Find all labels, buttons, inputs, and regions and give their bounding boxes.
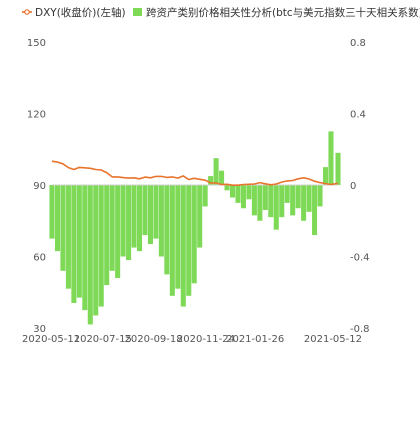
correlation-bar [268, 185, 274, 218]
correlation-bar [301, 185, 307, 221]
correlation-bar [284, 185, 290, 203]
right-axis-tick-label: -0.4 [350, 253, 370, 264]
correlation-bar [109, 185, 115, 271]
correlation-bar [322, 167, 329, 185]
correlation-bar [153, 185, 159, 239]
correlation-bar [136, 185, 143, 252]
legend: DXY(收盘价)(左轴) 跨资产类别价格相关性分析(btc与美元指数三十天相关系… [22, 6, 420, 19]
correlation-bar [328, 131, 334, 185]
correlation-bar [87, 185, 93, 325]
legend-bar-label: 跨资产类别价格相关性分析(btc与美元指数三十天相关系数)(右轴) [146, 6, 420, 19]
correlation-bar [142, 185, 148, 236]
correlation-bar [65, 185, 71, 289]
correlation-bar [147, 185, 153, 244]
correlation-bar [240, 185, 246, 209]
right-axis: -0.8 -0.4 0 0.4 0.8 [350, 38, 370, 335]
right-axis-tick-label: -0.8 [350, 324, 370, 335]
legend-item-line[interactable]: DXY(收盘价)(左轴) [22, 6, 126, 19]
correlation-bar [246, 185, 252, 200]
correlation-bar [164, 185, 170, 275]
legend-line-marker [24, 9, 30, 15]
correlation-bar [180, 185, 186, 307]
right-axis-tick-label: 0.8 [350, 38, 366, 49]
correlation-bar [175, 185, 181, 289]
correlation-bar [131, 185, 137, 248]
bar-series [49, 131, 341, 325]
left-axis-tick-label: 60 [33, 253, 46, 264]
correlation-bar [273, 185, 279, 230]
correlation-bar [49, 185, 55, 239]
correlation-bar [120, 185, 126, 257]
correlation-bar [169, 185, 175, 296]
correlation-bar [71, 185, 77, 303]
correlation-bar [93, 185, 99, 316]
correlation-bar [186, 185, 192, 296]
x-axis-tick-label: 2020-11-24 [177, 334, 235, 345]
correlation-bar [202, 185, 208, 207]
left-axis: 30 60 90 120 150 [27, 38, 46, 335]
correlation-bar [54, 185, 60, 252]
correlation-bar [208, 176, 214, 185]
correlation-bar [158, 185, 164, 257]
correlation-bar [312, 185, 318, 236]
left-axis-tick-label: 90 [33, 181, 46, 192]
correlation-bar [82, 185, 88, 311]
correlation-bar [257, 185, 263, 221]
correlation-bar [224, 185, 230, 191]
correlation-bar [295, 185, 301, 209]
correlation-bar [251, 185, 257, 216]
right-axis-tick-label: 0 [350, 181, 356, 192]
correlation-bar [279, 185, 285, 218]
right-axis-tick-label: 0.4 [350, 110, 366, 121]
correlation-bar [60, 185, 66, 271]
correlation-bar [98, 185, 104, 307]
correlation-bar [235, 185, 241, 203]
left-axis-tick-label: 120 [27, 110, 46, 121]
x-axis: 2020-05-112020-07-152020-09-182020-11-24… [22, 334, 362, 345]
legend-line-label: DXY(收盘价)(左轴) [35, 6, 126, 19]
legend-bar-swatch [133, 8, 142, 16]
left-axis-tick-label: 150 [27, 38, 46, 49]
correlation-bar [335, 152, 341, 185]
correlation-bar [213, 158, 219, 185]
correlation-bar [290, 185, 296, 216]
correlation-bar [229, 185, 236, 198]
legend-item-bar[interactable]: 跨资产类别价格相关性分析(btc与美元指数三十天相关系数)(右轴) [133, 6, 420, 19]
line-series [51, 160, 339, 186]
correlation-bar [115, 185, 121, 278]
x-axis-tick-label: 2020-05-11 [22, 334, 80, 345]
x-axis-tick-label: 2021-05-12 [304, 334, 362, 345]
x-axis-tick-label: 2021-01-26 [226, 334, 284, 345]
correlation-bar [219, 170, 225, 185]
correlation-bar [197, 185, 203, 248]
correlation-bar [76, 185, 82, 298]
correlation-bar [317, 185, 323, 207]
x-axis-tick-label: 2020-09-18 [125, 334, 183, 345]
left-axis-tick-label: 30 [33, 324, 46, 335]
correlation-bar [262, 185, 268, 211]
dxy-line [51, 160, 339, 186]
correlation-bar [191, 185, 197, 284]
correlation-bar [306, 185, 312, 212]
x-axis-tick-label: 2020-07-15 [74, 334, 132, 345]
correlation-bar [104, 185, 110, 286]
correlation-bar [126, 185, 132, 261]
